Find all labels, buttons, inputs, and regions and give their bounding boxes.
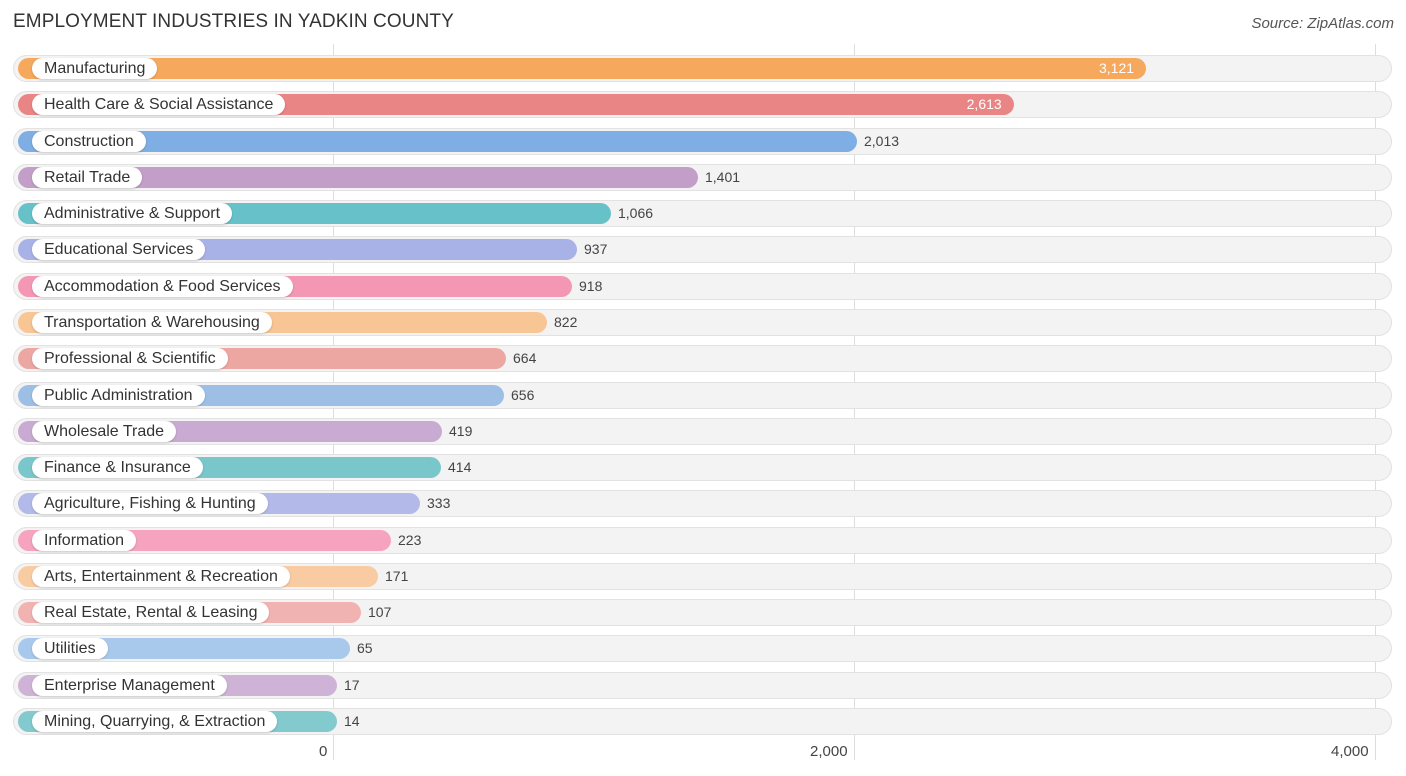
- bar-row: Accommodation & Food Services 918: [13, 273, 1392, 300]
- value-label: 822: [554, 314, 578, 330]
- bar[interactable]: [18, 58, 1146, 79]
- bar-row: Arts, Entertainment & Recreation 171: [13, 563, 1392, 590]
- bar[interactable]: [18, 131, 857, 152]
- bar-row: Health Care & Social Assistance 2,613: [13, 91, 1392, 118]
- category-label: Professional & Scientific: [32, 348, 228, 369]
- value-label: 656: [511, 387, 535, 403]
- bar-row: Construction 2,013: [13, 128, 1392, 155]
- category-label: Educational Services: [32, 239, 206, 260]
- category-label: Public Administration: [32, 385, 205, 406]
- category-label: Arts, Entertainment & Recreation: [32, 566, 290, 587]
- bar-row: Manufacturing 3,121: [13, 55, 1392, 82]
- category-label: Health Care & Social Assistance: [32, 94, 286, 115]
- bar-row: Information 223: [13, 527, 1392, 554]
- category-label: Wholesale Trade: [32, 421, 177, 442]
- category-label: Manufacturing: [32, 58, 158, 79]
- category-label: Construction: [32, 131, 146, 152]
- category-label: Enterprise Management: [32, 675, 227, 696]
- x-tick-label: 0: [319, 743, 328, 760]
- bar-row: Real Estate, Rental & Leasing 107: [13, 599, 1392, 626]
- bar[interactable]: [18, 167, 698, 188]
- value-label: 918: [579, 278, 603, 294]
- bar-row: Administrative & Support 1,066: [13, 200, 1392, 227]
- value-label: 65: [357, 640, 373, 656]
- value-label: 414: [448, 459, 472, 475]
- category-label: Information: [32, 530, 137, 551]
- category-label: Accommodation & Food Services: [32, 276, 293, 297]
- bar-row: Mining, Quarrying, & Extraction 14: [13, 708, 1392, 735]
- category-label: Transportation & Warehousing: [32, 312, 272, 333]
- category-label: Administrative & Support: [32, 203, 233, 224]
- value-label: 3,121: [1098, 60, 1135, 76]
- value-label: 1,401: [705, 169, 741, 185]
- x-tick-label: 4,000: [1331, 743, 1369, 760]
- x-tick-label: 2,000: [810, 743, 848, 760]
- value-label: 2,613: [966, 96, 1002, 112]
- value-label: 2,013: [864, 133, 900, 149]
- value-label: 107: [368, 604, 392, 620]
- value-label: 937: [584, 241, 608, 257]
- bar-row: Wholesale Trade 419: [13, 418, 1392, 445]
- bar-row: Retail Trade 1,401: [13, 164, 1392, 191]
- bar-row: Utilities 65: [13, 635, 1392, 662]
- category-label: Mining, Quarrying, & Extraction: [32, 711, 278, 732]
- chart-source: Source: ZipAtlas.com: [1251, 15, 1394, 32]
- bar-row: Educational Services 937: [13, 236, 1392, 263]
- bar-row: Transportation & Warehousing 822: [13, 309, 1392, 336]
- value-label: 17: [344, 677, 360, 693]
- value-label: 14: [344, 713, 360, 729]
- bar-row: Public Administration 656: [13, 382, 1392, 409]
- value-label: 171: [385, 568, 409, 584]
- chart-title: EMPLOYMENT INDUSTRIES IN YADKIN COUNTY: [13, 11, 454, 32]
- value-label: 419: [449, 423, 473, 439]
- value-label: 333: [427, 495, 451, 511]
- category-label: Utilities: [32, 638, 108, 659]
- category-label: Agriculture, Fishing & Hunting: [32, 493, 268, 514]
- bar-row: Agriculture, Fishing & Hunting 333: [13, 490, 1392, 517]
- category-label: Finance & Insurance: [32, 457, 203, 478]
- value-label: 223: [398, 532, 422, 548]
- category-label: Real Estate, Rental & Leasing: [32, 602, 270, 623]
- bar-row: Finance & Insurance 414: [13, 454, 1392, 481]
- value-label: 664: [513, 350, 537, 366]
- category-label: Retail Trade: [32, 167, 143, 188]
- value-label: 1,066: [618, 205, 654, 221]
- bar-row: Enterprise Management 17: [13, 672, 1392, 699]
- bar-row: Professional & Scientific 664: [13, 345, 1392, 372]
